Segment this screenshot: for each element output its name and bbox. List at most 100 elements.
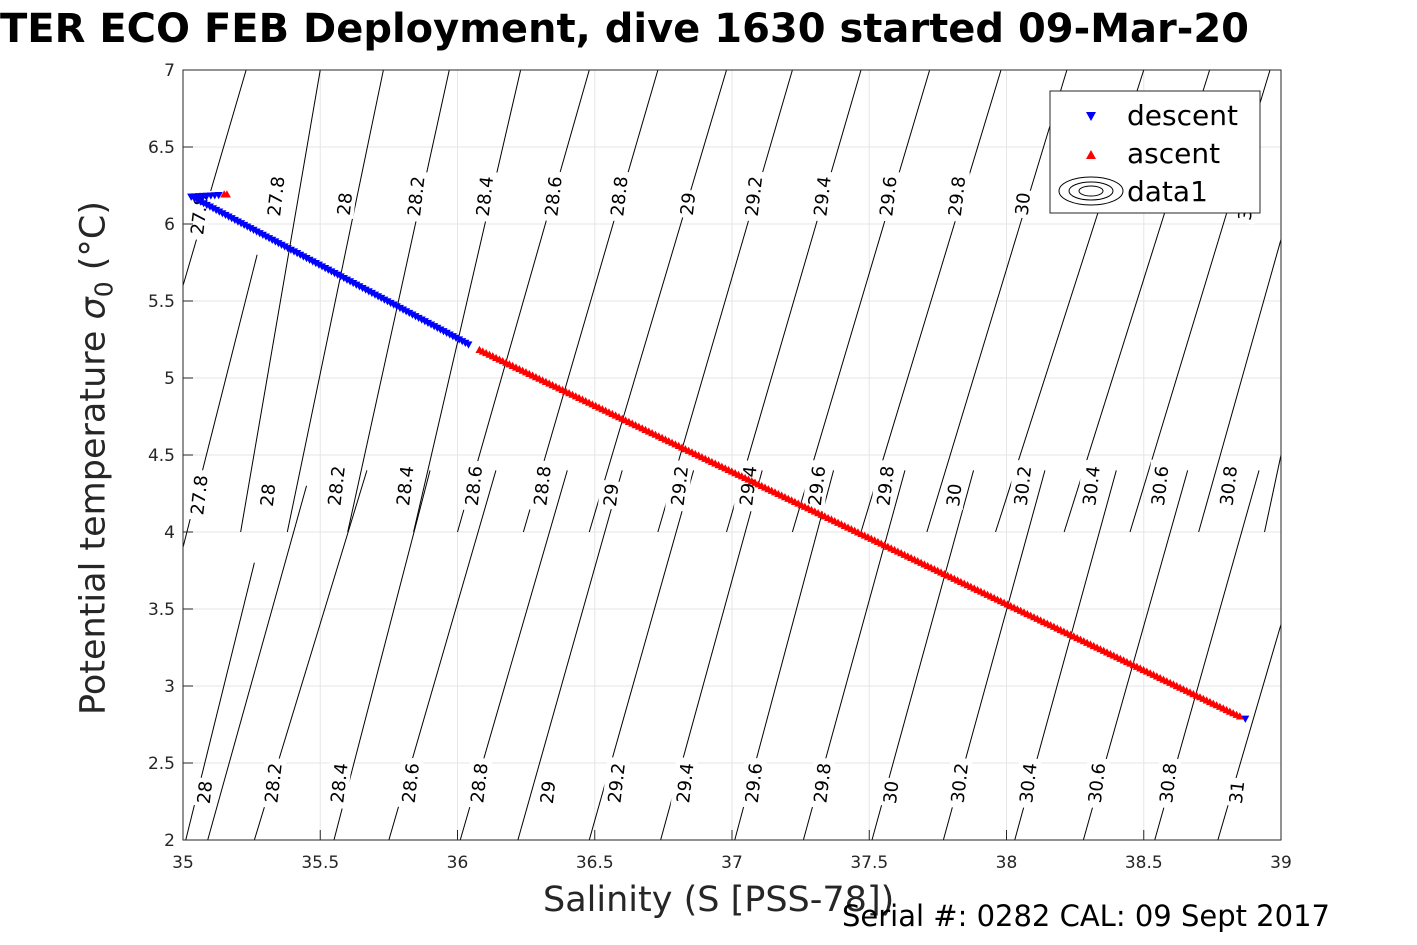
density-contour-line xyxy=(588,70,727,533)
svg-text:27.8: 27.8 xyxy=(264,175,289,217)
x-tick-label: 35 xyxy=(172,853,194,873)
svg-text:28.4: 28.4 xyxy=(473,175,498,217)
contour-label: 29.4 xyxy=(670,756,699,810)
svg-text:30: 30 xyxy=(943,483,966,508)
contour-label: 30.8 xyxy=(1153,756,1182,810)
contour-label: 28.2 xyxy=(258,756,287,810)
contour-label: 30.4 xyxy=(1076,459,1105,512)
density-contour-line xyxy=(1264,454,1281,533)
descent-point xyxy=(1241,715,1250,723)
y-tick-label: 7 xyxy=(164,61,175,81)
x-tick-label: 36 xyxy=(447,853,469,873)
y-tick-label: 2 xyxy=(164,831,175,851)
y-tick-label: 3.5 xyxy=(148,600,175,620)
density-contour-line xyxy=(240,70,321,533)
svg-text:29.2: 29.2 xyxy=(604,762,629,804)
svg-text:29.6: 29.6 xyxy=(742,762,767,804)
descent-point xyxy=(464,341,473,349)
contour-labels: 27.8 27.8 28 28.2 28.4 28.6 28.8 29 29.2 29.4 29.6… xyxy=(184,170,1257,810)
contour-label: 28 xyxy=(191,776,217,808)
svg-text:29.4: 29.4 xyxy=(810,175,835,217)
svg-text:30.2: 30.2 xyxy=(1011,465,1036,507)
contour-label: 28.4 xyxy=(390,459,419,512)
contour-label: 29.8 xyxy=(807,756,836,810)
density-contour-line xyxy=(926,70,1068,533)
contour-label: 29.8 xyxy=(942,170,970,223)
y-tick-label: 6.5 xyxy=(148,138,175,158)
svg-text:29.2: 29.2 xyxy=(668,465,693,507)
contour-label: 28.6 xyxy=(396,756,424,810)
ascent-point xyxy=(222,190,231,198)
density-contour-line xyxy=(657,70,793,533)
svg-text:30.4: 30.4 xyxy=(1016,762,1041,804)
contour-label: 29.8 xyxy=(870,459,899,512)
contour-label: 30.4 xyxy=(1013,756,1042,810)
svg-text:29.2: 29.2 xyxy=(742,175,767,217)
svg-text:27.8: 27.8 xyxy=(187,474,212,516)
svg-text:30.4: 30.4 xyxy=(1079,465,1104,507)
legend-ascent-label: ascent xyxy=(1127,137,1220,170)
svg-text:30.8: 30.8 xyxy=(1217,465,1242,507)
x-tick-label: 35.5 xyxy=(301,853,339,873)
x-tick-label: 38.5 xyxy=(1125,853,1163,873)
svg-text:29.4: 29.4 xyxy=(673,762,698,804)
descent-point xyxy=(214,192,223,200)
density-contour-line xyxy=(457,70,590,533)
svg-text:28.8: 28.8 xyxy=(530,465,555,507)
contour-label: 29.2 xyxy=(601,756,630,810)
contour-label: 30 xyxy=(877,776,903,808)
legend-descent-marker xyxy=(1086,112,1096,121)
svg-text:30: 30 xyxy=(880,780,903,805)
density-contour-line xyxy=(860,70,1002,533)
svg-text:28.6: 28.6 xyxy=(541,175,566,217)
svg-text:29: 29 xyxy=(537,780,560,805)
y-tick-label: 5.5 xyxy=(148,292,175,312)
x-tick-label: 39 xyxy=(1270,853,1292,873)
svg-text:28.6: 28.6 xyxy=(399,762,424,804)
contour-label: 29.6 xyxy=(873,170,902,223)
y-axis-label-sub: 0 xyxy=(89,281,119,298)
svg-text:28.2: 28.2 xyxy=(324,465,349,507)
y-tick-label: 4 xyxy=(164,523,175,543)
y-tick-label: 4.5 xyxy=(148,446,175,466)
contour-label: 30.6 xyxy=(1145,459,1173,512)
contour-label: 30 xyxy=(1009,188,1035,220)
svg-text:28: 28 xyxy=(194,780,217,805)
svg-text:29.6: 29.6 xyxy=(805,465,830,507)
x-tick-label: 36.5 xyxy=(576,853,614,873)
svg-text:29.6: 29.6 xyxy=(876,175,901,217)
contour-label: 28.4 xyxy=(470,170,498,223)
density-contour-line xyxy=(347,70,450,533)
density-contour-line xyxy=(413,70,522,533)
svg-text:29.8: 29.8 xyxy=(810,762,835,804)
y-tick-label: 2.5 xyxy=(148,754,175,774)
contour-label: 29.6 xyxy=(802,459,830,512)
svg-text:28: 28 xyxy=(334,191,357,216)
density-contour-line xyxy=(207,485,308,840)
contour-label: 29.4 xyxy=(807,170,836,223)
y-axis-label-unit: (°C) xyxy=(73,200,114,282)
data-points xyxy=(187,190,1250,723)
x-tick-label: 37 xyxy=(721,853,743,873)
contour-label: 27.8 xyxy=(184,468,213,522)
y-tick-label: 5 xyxy=(164,369,175,389)
legend-box xyxy=(1049,90,1261,214)
contour-label: 30.2 xyxy=(945,756,973,810)
density-contour-line xyxy=(1198,239,1281,533)
svg-text:29: 29 xyxy=(600,483,623,508)
svg-text:28.4: 28.4 xyxy=(393,465,418,507)
contour-label: 28.4 xyxy=(324,756,353,810)
contour-label: 29 xyxy=(534,776,560,808)
x-tick-label: 37.5 xyxy=(850,853,888,873)
contour-label: 30.8 xyxy=(1214,459,1242,512)
density-contour-line xyxy=(726,70,862,533)
svg-text:29.8: 29.8 xyxy=(945,175,970,217)
legend-data1-label: data1 xyxy=(1127,175,1208,208)
svg-text:28.8: 28.8 xyxy=(467,762,492,804)
ascent-point xyxy=(1235,712,1244,720)
y-axis-label-symbol: σ xyxy=(73,297,114,320)
legend-ascent-marker xyxy=(1086,150,1096,159)
contour-label: 30.6 xyxy=(1082,756,1110,810)
contour-label: 29.2 xyxy=(665,459,693,512)
